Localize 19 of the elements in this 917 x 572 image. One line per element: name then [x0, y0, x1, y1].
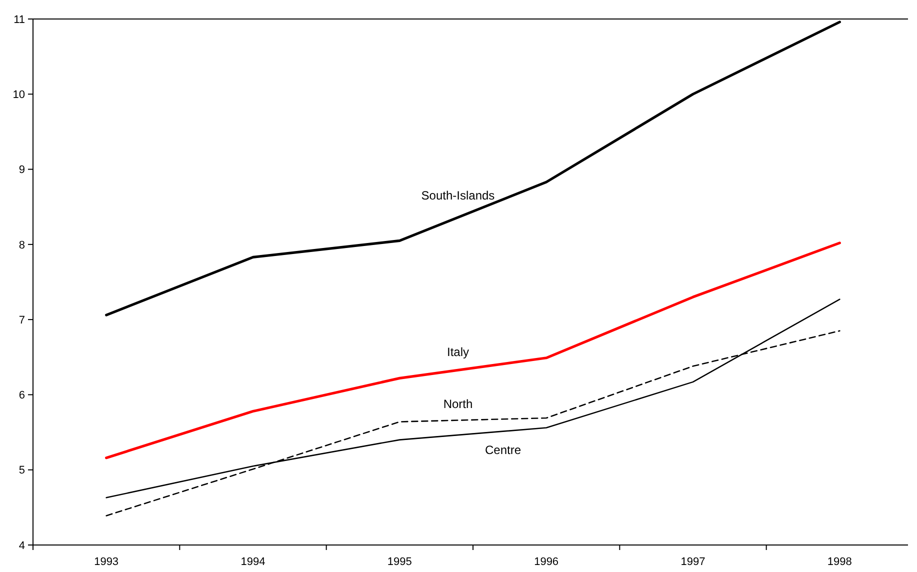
x-tick-label: 1994 [240, 556, 266, 568]
y-tick-label: 7 [18, 314, 25, 326]
y-tick-label: 11 [14, 14, 25, 26]
y-tick-label: 9 [18, 164, 25, 176]
x-tick-label: 1996 [534, 556, 559, 568]
y-tick-label: 5 [18, 464, 25, 477]
series-label: Centre [484, 442, 522, 457]
x-tick-label: 1995 [387, 556, 412, 568]
series-label: North [443, 396, 473, 411]
x-tick-label: 1997 [680, 556, 706, 568]
x-tick-label: 1993 [94, 556, 119, 568]
series-label: Italy [446, 345, 470, 360]
y-tick-label: 10 [12, 88, 25, 101]
y-tick-label: 8 [18, 239, 25, 252]
line-series [105, 242, 841, 460]
x-tick-label: 1998 [827, 556, 852, 568]
series-label: South-Islands [421, 188, 495, 202]
y-tick-label: 6 [18, 390, 25, 402]
y-tick-label: 4 [18, 540, 25, 552]
